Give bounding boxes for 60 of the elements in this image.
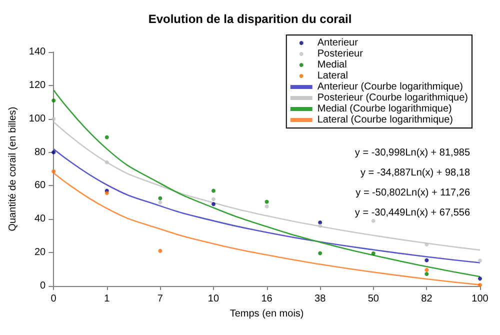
legend-label: Anterieur [317,38,359,48]
point [211,197,216,202]
point [424,258,429,262]
y-tick-label: 120 [28,80,46,91]
point [158,248,162,253]
annotation: y = -50,802Ln(x) + 117,26 [356,188,470,198]
x-tick-label: 16 [261,294,273,304]
point [424,242,429,247]
x-tick-label: 100 [472,294,489,304]
x-tick-label: 7 [157,294,164,304]
point [424,268,429,272]
legend-label: Lateral (Courbe logarithmique) [317,114,453,126]
x-axis-title: Temps (en mois) [230,308,304,320]
point [158,200,162,204]
point [478,283,482,287]
x-tick-label: 1 [104,294,110,304]
x-tick-label: 50 [368,294,380,304]
legend-label: Posterieur [317,48,364,60]
point [478,258,482,263]
annotation: y = -30,998Ln(x) + 81,985 [354,148,470,158]
point [52,150,56,154]
y-tick-label: 80 [34,146,46,158]
point [318,224,322,228]
point [104,160,109,164]
legend-label: Medial (Courbe logarithmique) [317,104,452,114]
point [424,272,429,276]
legend-label: Lateral [317,70,348,82]
legend-label: Medial [317,60,347,70]
x-tick-label: 10 [208,294,220,304]
point [318,220,322,224]
point [318,251,322,256]
y-tick-label: 140 [28,46,46,58]
point [104,191,109,196]
point [264,204,269,208]
point [104,135,109,140]
point [158,196,162,200]
point [211,202,216,206]
x-tick-label: 0 [50,294,57,304]
y-tick-label: 40 [34,214,46,225]
x-tick-label: 82 [421,294,433,304]
annotation: y = -34,887Ln(x) + 98,18 [360,168,470,178]
legend-label: Anterieur (Courbe logarithmique) [317,82,463,92]
y-tick-label: 20 [34,247,46,258]
y-tick-label: 0 [40,280,46,292]
annotation: y = -30,449Ln(x) + 67,556 [354,208,470,218]
point [211,188,216,193]
line-series [52,148,481,264]
y-tick-label: 100 [28,113,46,124]
y-tick-label: 60 [34,180,46,192]
point [371,218,376,223]
chart-title: Evolution de la disparition du corail [148,12,352,26]
legend-label: Posterieur (Courbe logarithmique) [317,92,468,104]
x-tick-label: 38 [314,294,326,304]
point [264,200,269,204]
y-axis-title: Quantité de corail (en billes) [8,106,18,232]
point [52,169,56,174]
point [52,98,56,102]
point [371,251,376,256]
point [52,116,56,121]
point [478,276,482,281]
